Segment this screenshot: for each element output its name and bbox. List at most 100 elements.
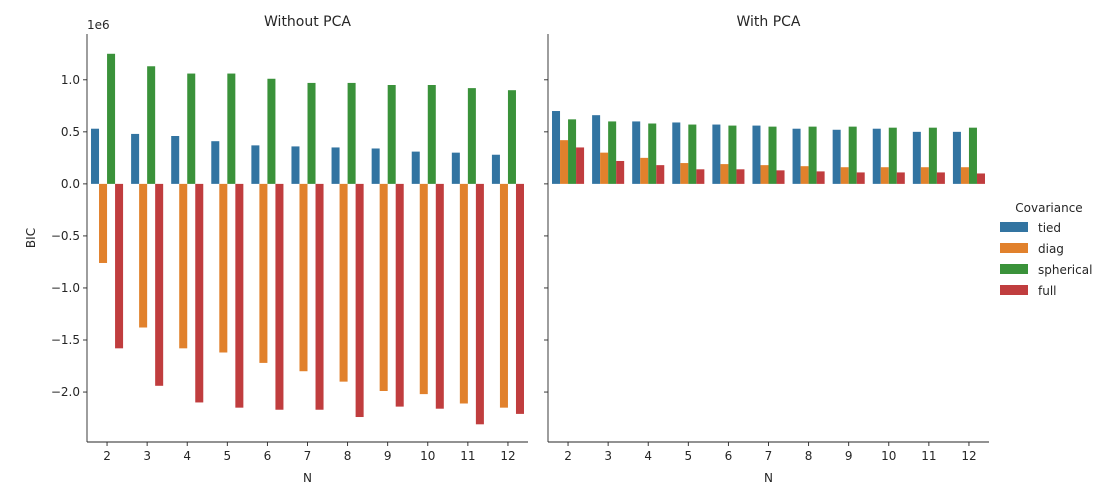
y-tick-label: 0.0	[61, 177, 80, 191]
panel-with-pca-bar-tied-7	[752, 125, 761, 184]
panel-without-pca-x-tick-label: 3	[143, 449, 151, 463]
panel-with-pca-bar-tied-9	[832, 129, 841, 184]
panel-with-pca-bar-full-7	[776, 170, 785, 184]
panel-without-pca-bar-spherical-7	[307, 82, 316, 184]
panel-with-pca-bar-diag-8	[800, 166, 809, 184]
panel-with-pca-x-tick-label: 4	[644, 449, 652, 463]
panel-without-pca-bar-spherical-6	[267, 78, 276, 184]
y-axis-label: BIC	[24, 228, 38, 248]
panel-with-pca-x-tick-label: 10	[881, 449, 896, 463]
panel-with-pca: 2 3 4 5 6 7 8 9 10 11 12 With PCA N	[544, 14, 989, 485]
panel-with-pca-bar-diag-3	[600, 152, 609, 184]
panel-with-pca-bars	[552, 111, 985, 184]
panel-without-pca: 2 3 4 5 6 7 8 9 10 11 12 −2.0 −1.5 −1.0 −0.5 0.0 0.5 1.0…	[24, 14, 528, 485]
panel-without-pca-x-tick-label: 7	[304, 449, 312, 463]
panel-with-pca-bar-full-6	[736, 169, 745, 184]
panel-with-pca-bar-tied-6	[712, 124, 721, 184]
panel-with-pca-bar-diag-12	[960, 167, 969, 184]
panel-without-pca-x-axis-label: N	[303, 471, 312, 485]
panel-without-pca-bar-tied-2	[91, 128, 100, 184]
panel-without-pca-bar-spherical-4	[187, 73, 196, 184]
panel-with-pca-bar-tied-5	[672, 122, 681, 184]
panel-without-pca-x-tick-label: 11	[460, 449, 475, 463]
panel-with-pca-bar-spherical-11	[928, 127, 937, 184]
legend-label-tied: tied	[1038, 221, 1061, 235]
y-tick-label: −2.0	[51, 385, 80, 399]
panel-with-pca-bar-spherical-8	[808, 126, 817, 184]
panel-without-pca-bar-diag-4	[179, 183, 188, 349]
panel-with-pca-x-tick-label: 8	[805, 449, 813, 463]
legend-label-spherical: spherical	[1038, 263, 1092, 277]
panel-without-pca-bar-diag-12	[499, 183, 508, 408]
panel-with-pca-bar-diag-9	[840, 167, 849, 184]
panel-with-pca-x-tick-label: 5	[684, 449, 692, 463]
panel-without-pca-x-tick-label: 5	[223, 449, 231, 463]
panel-without-pca-x-tick-label: 6	[264, 449, 272, 463]
panel-without-pca-x-tick-label: 8	[344, 449, 352, 463]
panel-without-pca-bar-full-6	[275, 183, 284, 410]
panel-with-pca-x-tick-label: 6	[725, 449, 733, 463]
legend-swatch-full	[1000, 285, 1028, 295]
panel-with-pca-bar-spherical-10	[888, 127, 897, 184]
panel-with-pca-bar-full-2	[576, 147, 585, 184]
panel-without-pca-bar-full-10	[435, 183, 444, 409]
panel-without-pca-bar-full-7	[315, 183, 324, 410]
panel-with-pca-x-tick-label: 9	[845, 449, 853, 463]
y-tick-label: 0.5	[61, 125, 80, 139]
panel-without-pca-bar-spherical-12	[507, 90, 516, 184]
panel-with-pca-bar-tied-10	[872, 128, 881, 184]
panel-without-pca-bar-tied-3	[131, 133, 140, 184]
panel-with-pca-bar-spherical-12	[968, 127, 977, 184]
panel-with-pca-bar-tied-8	[792, 128, 801, 184]
panel-without-pca-bar-diag-8	[339, 183, 348, 382]
panel-without-pca-x-ticks: 2 3 4 5 6 7 8 9 10 11 12	[103, 442, 516, 463]
panel-without-pca-bar-diag-9	[379, 183, 388, 391]
panel-without-pca-bar-full-8	[355, 183, 364, 418]
panel-with-pca-bar-spherical-6	[728, 125, 737, 184]
panel-with-pca-bar-spherical-7	[768, 126, 777, 184]
panel-with-pca-bar-full-10	[896, 172, 905, 184]
panel-without-pca-bar-spherical-5	[227, 73, 236, 184]
panel-without-pca-bar-full-2	[115, 183, 124, 349]
panel-without-pca-bar-diag-7	[299, 183, 308, 372]
panel-without-pca-bar-tied-4	[171, 136, 180, 184]
panel-without-pca-bar-full-4	[195, 183, 204, 403]
panel-with-pca-bar-tied-4	[632, 121, 641, 184]
panel-without-pca-bar-diag-6	[259, 183, 268, 363]
panel-without-pca-bar-spherical-8	[347, 82, 356, 184]
panel-without-pca-bar-tied-9	[371, 148, 380, 184]
panel-without-pca-bars	[91, 53, 524, 425]
panel-with-pca-x-tick-label: 7	[765, 449, 773, 463]
panel-without-pca-bar-diag-2	[99, 183, 108, 263]
panel-with-pca-bar-diag-10	[880, 167, 889, 184]
panel-without-pca-bar-tied-11	[451, 152, 460, 184]
panel-with-pca-title: With PCA	[736, 14, 800, 30]
y-tick-label: −0.5	[51, 229, 80, 243]
panel-without-pca-x-tick-label: 4	[183, 449, 191, 463]
legend-title: Covariance	[1015, 201, 1082, 215]
panel-with-pca-bar-full-9	[856, 172, 865, 184]
y-tick-label: −1.5	[51, 333, 80, 347]
panel-with-pca-x-tick-label: 12	[961, 449, 976, 463]
panel-without-pca-bar-spherical-10	[427, 85, 436, 184]
panel-with-pca-bar-tied-2	[552, 111, 561, 184]
panel-with-pca-bar-full-11	[936, 172, 945, 184]
panel-without-pca-bar-spherical-2	[107, 53, 116, 184]
panel-without-pca-bar-spherical-9	[387, 85, 396, 184]
panel-with-pca-bar-diag-2	[560, 140, 569, 184]
legend-swatch-spherical	[1000, 264, 1028, 274]
legend-entries: tied diag spherical full	[1000, 221, 1092, 298]
panel-with-pca-bar-full-5	[696, 169, 705, 184]
panel-without-pca-title: Without PCA	[264, 14, 351, 30]
panel-with-pca-bar-full-8	[816, 171, 825, 184]
y-axis-offset-label: 1e6	[87, 18, 110, 32]
panel-without-pca-x-tick-label: 12	[500, 449, 515, 463]
legend: Covariance tied diag spherical full	[1000, 201, 1092, 298]
panel-with-pca-bar-spherical-2	[568, 119, 577, 184]
panel-without-pca-bar-diag-10	[419, 183, 428, 395]
panel-with-pca-bar-spherical-4	[648, 123, 657, 184]
panel-with-pca-bar-full-3	[616, 160, 625, 184]
panel-without-pca-bar-spherical-11	[467, 88, 476, 184]
panel-with-pca-bar-spherical-3	[608, 121, 617, 184]
